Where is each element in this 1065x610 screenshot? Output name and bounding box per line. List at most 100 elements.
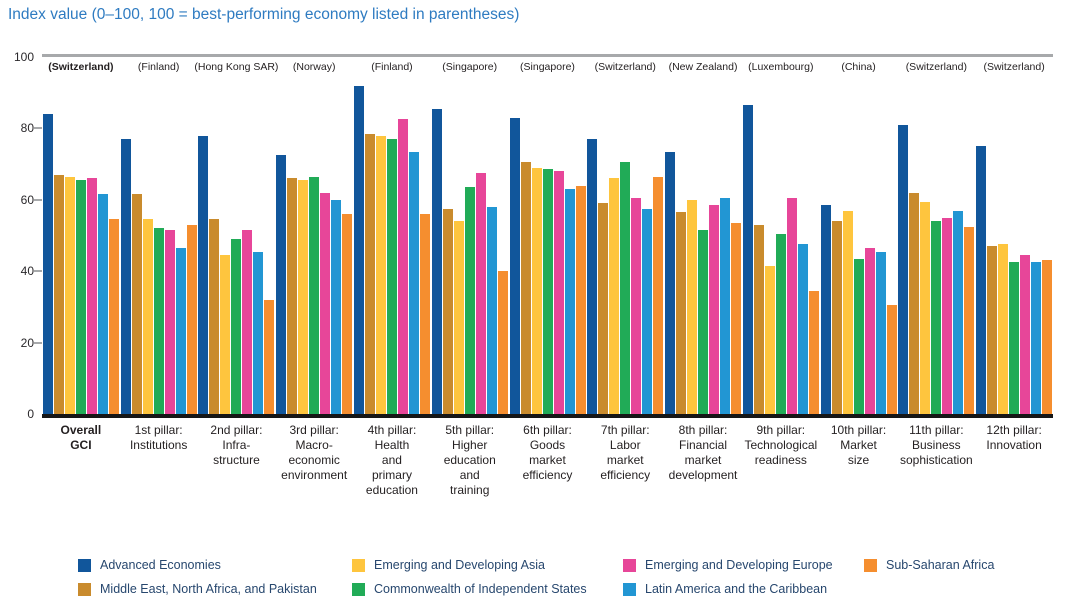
x-label-line: sophistication: [899, 453, 973, 467]
bar-sub-saharan-africa: [731, 223, 742, 414]
best-economy-label: (Switzerland): [48, 61, 114, 73]
bar-commonwealth-independent-states: [153, 228, 164, 414]
legend-swatch-emerging-developing-europe: [623, 558, 636, 572]
y-tick-label: 40: [20, 264, 34, 279]
bar-latin-america-caribbean: [408, 151, 419, 414]
x-label-line: Innovation: [986, 438, 1042, 452]
x-label-line: readiness: [754, 453, 807, 467]
x-label-line: Technological: [744, 438, 818, 452]
bar-commonwealth-independent-states: [542, 169, 553, 414]
y-tick-mark: [34, 198, 42, 201]
x-label-line: 7th pillar:: [600, 423, 650, 437]
bar-advanced-economies: [120, 139, 131, 414]
bar-sub-saharan-africa: [497, 271, 508, 414]
x-label-line: 12th pillar:: [986, 423, 1042, 437]
bar-commonwealth-independent-states: [309, 176, 320, 414]
x-label-line: environment: [281, 468, 348, 482]
legend-item-sub-saharan-africa: Sub-Saharan Africa: [864, 558, 994, 572]
chart-title: Index value (0–100, 100 = best-performin…: [8, 6, 520, 23]
legend-swatch-commonwealth-independent-states: [352, 582, 365, 596]
x-category-label: 6th pillar: Goods market efficiency: [502, 423, 594, 483]
bar-emerging-developing-europe: [709, 205, 720, 414]
bar-latin-america-caribbean: [253, 251, 264, 414]
legend-label: Middle East, North Africa, and Pakistan: [100, 582, 317, 596]
bar-emerging-developing-asia: [609, 178, 620, 414]
x-label-line: training: [450, 483, 490, 497]
bar-latin-america-caribbean: [875, 251, 886, 414]
bar-middle-east-north-africa-pakistan: [287, 178, 298, 414]
bar-emerging-developing-asia: [142, 219, 153, 414]
x-category-label: 12th pillar: Innovation: [968, 423, 1060, 453]
x-label-line: 2nd pillar:: [210, 423, 263, 437]
bar-commonwealth-independent-states: [231, 239, 242, 414]
y-tick-label: 20: [20, 335, 34, 350]
legend-item-emerging-developing-europe: Emerging and Developing Europe: [623, 558, 833, 572]
x-label-line: Overall: [60, 423, 102, 437]
bar-emerging-developing-asia: [220, 255, 231, 414]
best-economy-label: (Luxembourg): [748, 61, 814, 73]
bar-sub-saharan-africa: [264, 299, 275, 414]
x-label-line: education: [443, 453, 496, 467]
bar-latin-america-caribbean: [175, 247, 186, 414]
bar-commonwealth-independent-states: [75, 180, 86, 414]
legend-item-middle-east-north-africa-pakistan: Middle East, North Africa, and Pakistan: [78, 582, 317, 596]
bar-middle-east-north-africa-pakistan: [131, 194, 142, 414]
x-label-line: education: [365, 483, 418, 497]
bar-latin-america-caribbean: [1031, 262, 1042, 414]
bar-advanced-economies: [276, 155, 287, 414]
x-label-line: 8th pillar:: [678, 423, 728, 437]
x-category-label: 2nd pillar: Infra-structure: [191, 423, 283, 468]
bar-advanced-economies: [976, 146, 987, 414]
bar-emerging-developing-asia: [687, 199, 698, 414]
x-label-line: development: [668, 468, 738, 482]
x-label-line: Goods: [529, 438, 566, 452]
bar-commonwealth-independent-states: [620, 162, 631, 414]
bar-advanced-economies: [742, 105, 753, 414]
legend-swatch-advanced-economies: [78, 558, 91, 572]
x-label-line: 10th pillar:: [830, 423, 887, 437]
bar-commonwealth-independent-states: [853, 258, 864, 414]
x-label-line: economic: [288, 453, 340, 467]
y-tick-label: 80: [20, 121, 34, 136]
bar-advanced-economies: [198, 135, 209, 414]
bar-emerging-developing-europe: [631, 198, 642, 414]
x-label-line: 6th pillar:: [523, 423, 572, 437]
x-category-label: 11th pillar: Business sophistication: [890, 423, 982, 468]
best-economy-label: (Finland): [371, 61, 413, 73]
x-category-label: 3rd pillar: Macro-economic environment: [268, 423, 360, 483]
bar-latin-america-caribbean: [564, 189, 575, 414]
bar-commonwealth-independent-states: [698, 230, 709, 414]
bar-latin-america-caribbean: [953, 210, 964, 414]
bar-emerging-developing-asia: [842, 210, 853, 414]
x-label-line: size: [847, 453, 870, 467]
x-label-line: 5th pillar:: [445, 423, 495, 437]
x-label-line: Financial: [679, 438, 728, 452]
x-label-line: market: [529, 453, 566, 467]
legend-swatch-sub-saharan-africa: [864, 558, 877, 572]
bar-emerging-developing-europe: [1020, 255, 1031, 414]
x-category-label: 9th pillar: Technological readiness: [735, 423, 827, 468]
bar-advanced-economies: [587, 139, 598, 414]
legend-item-emerging-developing-asia: Emerging and Developing Asia: [352, 558, 545, 572]
bar-emerging-developing-europe: [242, 230, 253, 414]
best-economy-label: (Norway): [292, 61, 336, 73]
top-rule-100: [42, 54, 1053, 57]
bar-advanced-economies: [820, 205, 831, 414]
bar-emerging-developing-europe: [786, 198, 797, 414]
bar-advanced-economies: [353, 85, 364, 414]
legend-swatch-middle-east-north-africa-pakistan: [78, 582, 91, 596]
bar-sub-saharan-africa: [964, 226, 975, 414]
x-label-line: Market: [840, 438, 877, 452]
bar-middle-east-north-africa-pakistan: [676, 212, 687, 414]
x-category-label: 5th pillar: Higher education and training: [424, 423, 516, 498]
bar-commonwealth-independent-states: [775, 233, 786, 414]
x-category-label: Overall GCI: [35, 423, 127, 453]
plot-area: (Switzerland) (Finland) (Hong Kong SAR) (No…: [42, 54, 1053, 418]
bar-commonwealth-independent-states: [464, 187, 475, 414]
bar-latin-america-caribbean: [720, 198, 731, 414]
bar-middle-east-north-africa-pakistan: [753, 224, 764, 414]
best-economy-label: (China): [841, 61, 876, 73]
x-label-line: 11th pillar:: [909, 423, 964, 437]
best-economy-label: (Finland): [137, 61, 180, 73]
x-label-line: Macro-: [295, 438, 333, 452]
